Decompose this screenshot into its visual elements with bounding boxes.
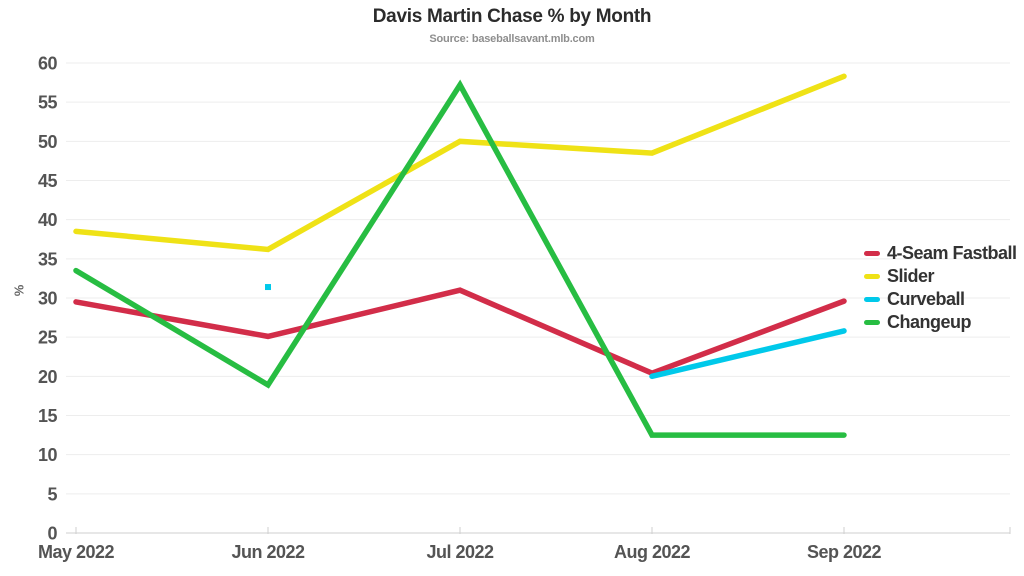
series-polyline [73, 79, 847, 438]
y-tick-label: 0 [47, 524, 57, 544]
y-tick-label: 10 [38, 445, 58, 465]
x-axis-ticks [75, 527, 1011, 534]
y-tick-label: 35 [38, 249, 58, 269]
x-axis-labels: May 2022 Jun 2022 Jul 2022 Aug 2022 Sep 2022 [38, 542, 882, 562]
y-tick-label: 5 [47, 484, 57, 504]
x-tick-label: Jul 2022 [426, 542, 494, 562]
legend-item-slider: Slider [864, 265, 1017, 286]
y-axis-labels: 0 5 10 15 20 25 30 35 40 45 50 55 60 [38, 54, 58, 544]
data-point-marker [265, 284, 271, 291]
legend-swatch-icon [864, 273, 880, 279]
x-tick-label: Aug 2022 [614, 542, 691, 562]
y-tick-label: 30 [38, 289, 58, 309]
legend-label: 4-Seam Fastball [887, 242, 1017, 263]
x-tick-label: Sep 2022 [807, 542, 882, 562]
y-tick-label: 25 [38, 328, 58, 348]
chart-legend: 4-Seam Fastball Slider Curveball Changeup [864, 242, 1017, 332]
x-tick-label: May 2022 [38, 542, 115, 562]
series-polyline [73, 73, 847, 253]
chart-title: Davis Martin Chase % by Month [372, 6, 652, 27]
legend-swatch-icon [864, 296, 880, 302]
y-tick-label: 50 [38, 132, 58, 152]
legend-item-changeup: Changeup [864, 311, 1017, 332]
series-polyline [649, 328, 847, 380]
x-tick-label: Jun 2022 [231, 542, 305, 562]
series-line-4-seam-fastball [73, 287, 847, 377]
chart-source-subtitle: Source: baseballsavant.mlb.com [429, 33, 595, 45]
series-polyline [73, 287, 847, 377]
legend-item-curveball: Curveball [864, 288, 1017, 309]
gridlines [66, 62, 1010, 534]
y-tick-label: 60 [38, 54, 58, 74]
y-tick-label: 40 [38, 210, 58, 230]
legend-label: Changeup [887, 311, 972, 332]
y-tick-label: 20 [38, 367, 58, 387]
legend-swatch-icon [864, 250, 880, 256]
series-line-slider [73, 73, 847, 253]
y-tick-label: 55 [38, 93, 58, 113]
series-line-curveball [265, 284, 847, 380]
series-line-changeup [73, 79, 847, 438]
y-tick-label: 45 [38, 171, 58, 191]
legend-swatch-icon [864, 319, 880, 325]
legend-item-4-seam-fastball: 4-Seam Fastball [864, 242, 1017, 263]
y-tick-label: 15 [38, 406, 58, 426]
legend-label: Curveball [887, 288, 965, 309]
legend-label: Slider [887, 265, 935, 286]
